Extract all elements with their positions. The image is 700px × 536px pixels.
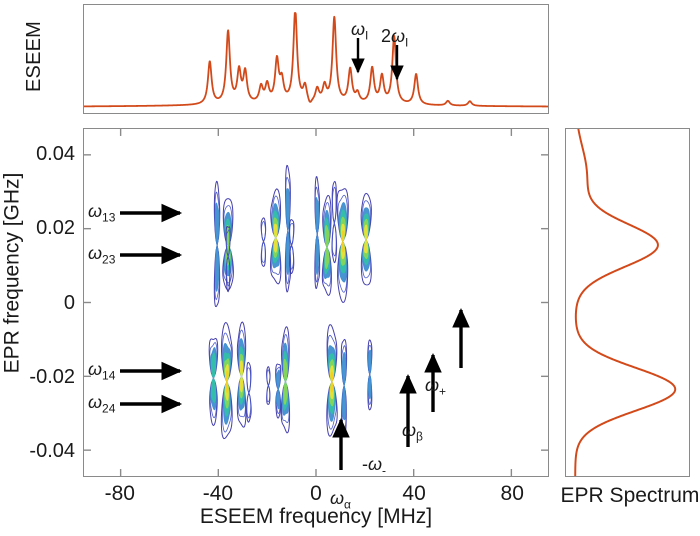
eseem-axis-label-text: ESEEM [23, 20, 46, 92]
hyscore-contour-plot [84, 129, 548, 476]
annotation-two-omega-I: 2ωI [381, 26, 409, 50]
contour-level [331, 186, 337, 257]
annotation-omega-beta: ωβ [402, 420, 423, 444]
annotation-omega-plus: ω+ [425, 375, 447, 399]
contour-level [275, 369, 281, 410]
epr-spectrum-caption: EPR Spectrum [560, 484, 700, 507]
eseem-projection-plot [84, 12, 548, 108]
y-tick-label: 0.02 [36, 217, 75, 240]
x-tick-label: 0 [310, 482, 322, 505]
contour-level [341, 230, 345, 253]
contour-level [285, 188, 291, 276]
y-tick-label: -0.02 [29, 365, 75, 388]
y-tick-label: 0 [63, 291, 75, 314]
contour-level [246, 367, 252, 419]
annotation-omega-I: ωI [351, 19, 369, 43]
eseem-axis-label: ESEEM [0, 16, 74, 96]
epr-spectrum-panel [565, 128, 690, 477]
contour-level [367, 349, 372, 400]
contour-level [225, 370, 229, 394]
x-tick-label: -80 [104, 482, 135, 505]
annotation-omega-14: ω14 [88, 359, 116, 383]
contour-level [289, 222, 294, 270]
y-tick-label: -0.04 [29, 440, 75, 462]
contour-level [239, 360, 244, 393]
epr-trace [574, 129, 677, 476]
x-tick-label: 40 [402, 482, 426, 505]
contour-level [225, 229, 231, 287]
annotation-omega-23: ω23 [88, 243, 116, 267]
x-axis-title: ESEEM frequency [MHz] [199, 505, 433, 528]
contour-level [266, 369, 271, 403]
contour-blobs [208, 164, 373, 440]
annotation-omega-24: ω24 [88, 392, 116, 416]
y-axis-title-text: EPR frequency [GHz] [0, 172, 23, 374]
contour-level [283, 358, 288, 405]
contour-level [330, 371, 334, 393]
y-tick-label: 0.04 [36, 142, 75, 165]
axis-ticks [84, 129, 548, 476]
annotation-omega-alpha: ωα [330, 488, 351, 512]
contour-level [273, 223, 278, 253]
epr-spectrum-plot [574, 129, 677, 476]
contour-level [210, 352, 217, 403]
contour-level [341, 352, 347, 421]
eseem-projection-panel [83, 4, 549, 114]
eseem-trace [84, 12, 548, 108]
annotation-omega-13: ω13 [88, 201, 116, 225]
contour-level [324, 224, 330, 270]
x-tick-label: 80 [500, 482, 524, 505]
annotation-minus-omega-minus: -ω- [362, 454, 387, 478]
contour-level [261, 221, 266, 263]
x-tick-label: -40 [202, 482, 234, 505]
contour-level [214, 202, 220, 292]
hyscore-contour-panel [83, 128, 549, 477]
contour-level [315, 196, 320, 275]
contour-level [363, 224, 368, 254]
